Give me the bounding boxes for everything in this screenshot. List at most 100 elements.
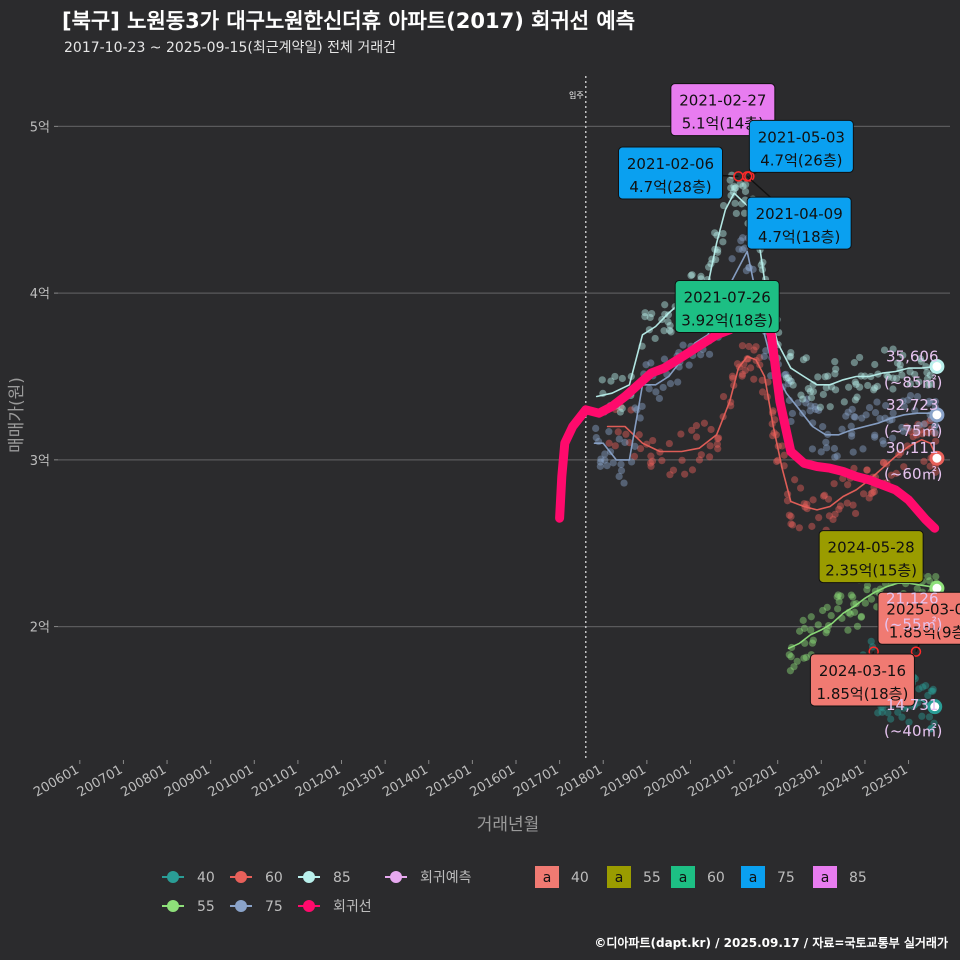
- data-point: [812, 405, 820, 414]
- data-point: [834, 605, 842, 613]
- end-label-area: (~60㎡): [884, 465, 942, 483]
- data-point: [607, 377, 615, 385]
- data-point: [788, 409, 797, 418]
- data-point: [731, 184, 739, 193]
- data-point: [659, 383, 667, 392]
- annotation-date: 2021-05-03: [758, 128, 845, 146]
- data-point: [905, 718, 913, 726]
- data-point: [688, 426, 696, 434]
- data-point: [646, 313, 654, 322]
- data-point: [638, 402, 646, 410]
- annotation-target: [741, 171, 753, 182]
- data-point: [898, 423, 906, 432]
- legend-box-label: 85: [849, 870, 867, 886]
- data-point: [880, 346, 889, 354]
- data-point: [916, 426, 925, 434]
- data-point: [796, 627, 804, 635]
- data-point: [882, 401, 890, 410]
- data-point: [822, 384, 830, 392]
- data-point: [719, 392, 728, 401]
- data-point: [931, 429, 939, 437]
- data-point: [849, 448, 857, 456]
- data-point: [847, 432, 856, 440]
- data-point: [844, 481, 852, 489]
- data-point: [871, 431, 879, 439]
- legend-box-swatch: [535, 866, 559, 888]
- data-point: [850, 359, 858, 367]
- data-point: [863, 466, 871, 474]
- data-point: [739, 182, 747, 190]
- data-point: [861, 599, 869, 607]
- data-point: [811, 402, 819, 411]
- data-point: [605, 428, 613, 436]
- annotation-value: 4.7억(28층): [629, 178, 711, 196]
- data-point: [851, 509, 860, 518]
- data-point: [846, 610, 854, 618]
- data-point: [727, 184, 735, 192]
- data-point: [907, 428, 915, 436]
- data-point: [622, 430, 630, 438]
- data-point: [685, 361, 693, 369]
- data-point: [931, 429, 939, 438]
- annotation-value: 4.7억(18층): [758, 228, 840, 246]
- data-point: [932, 437, 940, 445]
- data-point: [835, 505, 843, 513]
- data-point: [871, 360, 879, 369]
- data-point: [921, 420, 929, 428]
- data-point: [714, 434, 723, 442]
- x-tick-label: 202401: [816, 762, 866, 800]
- data-point: [925, 577, 934, 585]
- x-tick-label: 201701: [511, 762, 561, 800]
- x-tick-label: 201101: [249, 762, 299, 800]
- data-point: [742, 267, 751, 275]
- data-point: [728, 255, 736, 263]
- data-point: [787, 520, 795, 528]
- legend-label: 회귀예측: [420, 870, 472, 886]
- data-point: [859, 445, 867, 453]
- x-tick-label: 201901: [598, 762, 648, 800]
- data-point: [809, 387, 818, 396]
- data-point: [627, 406, 635, 414]
- data-point: [790, 663, 798, 671]
- annotation-date: 2021-02-27: [679, 92, 766, 110]
- data-point: [741, 187, 750, 196]
- series-line-60: [606, 355, 938, 511]
- x-tick-label: 200601: [31, 762, 81, 800]
- x-tick-label: 202301: [773, 762, 823, 800]
- legend-box-swatch: [671, 866, 695, 888]
- data-point: [804, 385, 812, 393]
- series-end-marker: [927, 699, 943, 715]
- data-point: [648, 309, 656, 318]
- data-point: [857, 612, 866, 621]
- data-point: [617, 460, 625, 468]
- data-point: [831, 386, 840, 394]
- data-point: [874, 709, 882, 717]
- data-point: [848, 429, 856, 437]
- data-point: [823, 603, 831, 611]
- data-point: [631, 442, 639, 450]
- data-point: [924, 381, 932, 389]
- legend-label: 40: [197, 870, 215, 886]
- data-point: [601, 456, 609, 464]
- end-label-area: (~40㎡): [884, 722, 942, 740]
- data-point: [781, 371, 789, 379]
- data-point: [856, 383, 864, 391]
- data-point: [592, 433, 600, 442]
- data-point: [899, 427, 908, 435]
- data-point: [832, 365, 840, 373]
- y-tick-label: 4억: [30, 287, 50, 302]
- data-point: [738, 342, 747, 350]
- data-point: [878, 708, 886, 716]
- data-point: [894, 708, 902, 716]
- data-point: [929, 687, 937, 695]
- legend-dot-swatch: [235, 900, 247, 912]
- data-point: [793, 657, 801, 665]
- data-point: [924, 429, 932, 437]
- data-point: [906, 391, 915, 400]
- data-point: [647, 359, 655, 367]
- data-point: [830, 480, 838, 488]
- annotation-date: 2021-02-06: [627, 155, 714, 173]
- data-point: [655, 394, 663, 403]
- data-point: [826, 403, 834, 411]
